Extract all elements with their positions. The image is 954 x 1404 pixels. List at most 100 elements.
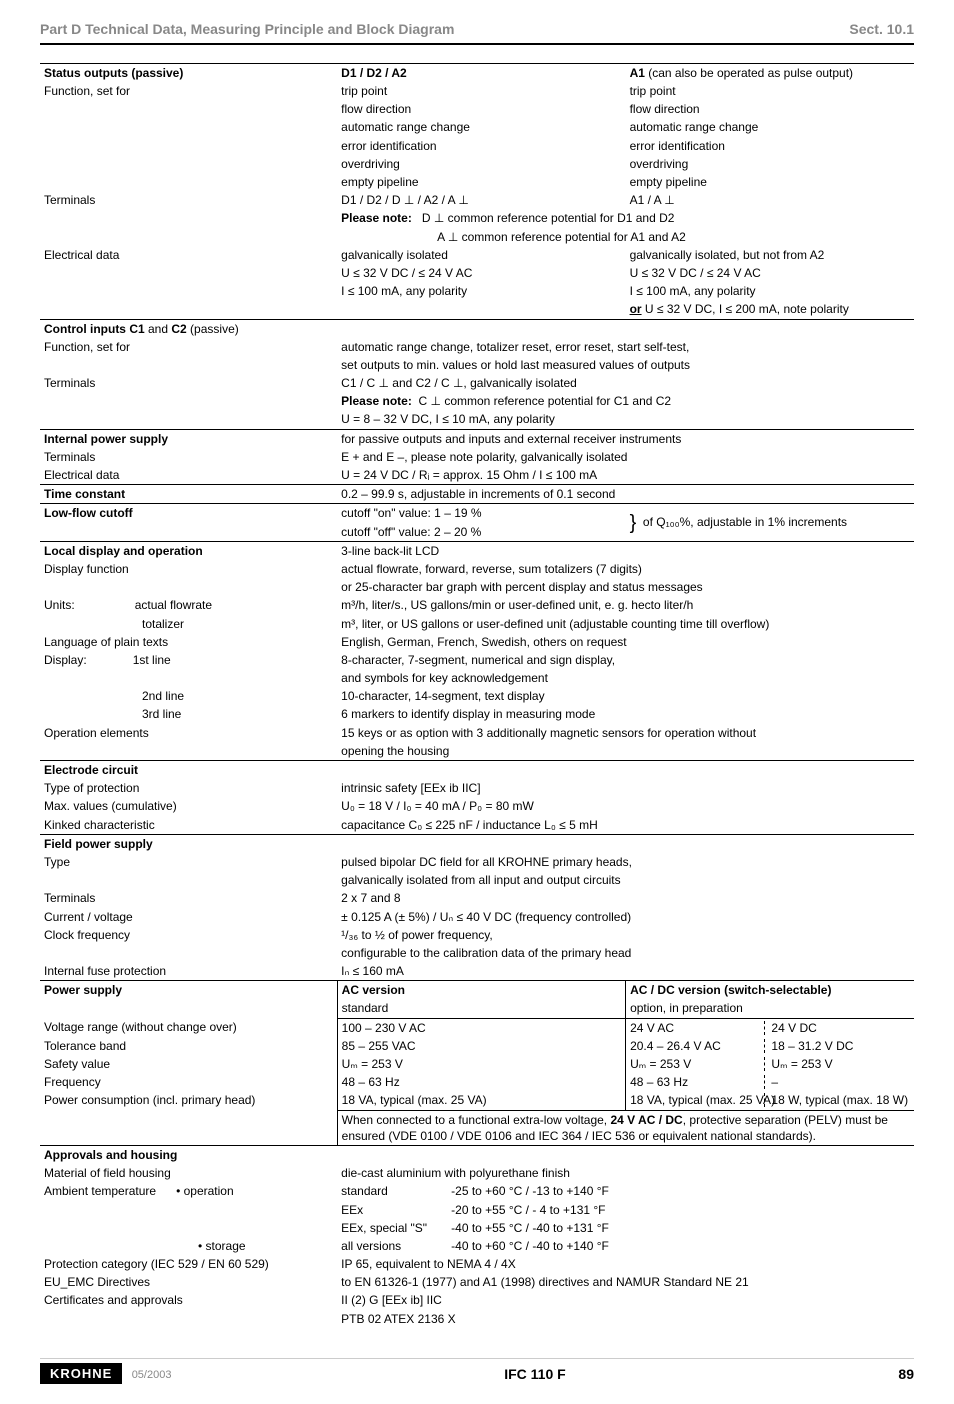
1st-line: 1st line [133,653,171,667]
ptb: PTB 02 ATEX 2136 X [337,1310,914,1328]
storage-bullet: • storage [40,1237,337,1255]
actual-flowrate-label: actual flowrate [135,598,212,612]
c-perp-ref: C ⊥ common reference potential for C1 an… [419,394,672,408]
85-255: 85 – 255 VAC [337,1037,625,1055]
option-prep: option, in preparation [626,999,914,1018]
electrical-data-2: Electrical data [40,466,337,485]
certs: Certificates and approvals [40,1291,337,1309]
header-left: Part D Technical Data, Measuring Princip… [40,20,454,39]
trip-point-2: trip point [626,82,914,100]
lang-plain: Language of plain texts [40,633,337,651]
um253-1: Uₘ = 253 V [337,1055,625,1073]
electrical-data-1: Electrical data [40,246,337,264]
overdriving-1: overdriving [337,155,625,173]
power-supply: Power supply [40,981,337,1000]
auto-range-1: automatic range change [337,118,625,136]
terminals-2: Terminals [40,374,337,392]
when-connected: When connected to a functional extra-low… [337,1110,914,1145]
eex-range: -20 to +55 °C / - 4 to +131 °F [451,1203,605,1217]
local-display: Local display and operation [40,541,337,560]
acdc-version: AC / DC version (switch-selectable) [626,981,914,1000]
or-label: or [630,302,642,316]
header-right: Sect. 10.1 [849,20,914,39]
configurable: configurable to the calibration data of … [337,944,914,962]
totalizer-label: totalizer [40,615,337,633]
page-header: Part D Technical Data, Measuring Princip… [40,20,914,45]
std-range: -25 to +60 °C / -13 to +140 °F [451,1184,609,1198]
48-63-1: 48 – 63 Hz [337,1073,625,1091]
tc-val: 0.2 – 99.9 s, adjustable in increments o… [337,485,914,504]
15keys: 15 keys or as option with 3 additionally… [337,724,914,742]
um253-2: Uₘ = 253 V [630,1056,764,1072]
ip65: IP 65, equivalent to NEMA 4 / 4X [337,1255,914,1273]
brace-icon: } [630,512,637,534]
overdriving-2: overdriving [626,155,914,173]
24vac: 24 V AC [630,1020,764,1036]
capacitance: capacitance C₀ ≤ 225 nF / inductance L₀ … [337,816,914,835]
please-note-2: Please note: [341,394,412,408]
18va-2: 18 VA, typical (max. 25 VA) [630,1092,764,1108]
safety-value: Safety value [40,1055,337,1073]
d1d2a2: D1 / D2 / A2 [337,63,625,82]
footer-model: IFC 110 F [504,1365,565,1384]
status-outputs-label: Status outputs (passive) [40,63,337,82]
all-v-range: -40 to +60 °C / -40 to +140 °F [451,1239,609,1253]
opening-housing: opening the housing [337,742,914,761]
max-values: Max. values (cumulative) [40,797,337,815]
q100: of Q₁₀₀%, adjustable in 1% increments [643,515,847,529]
galv-iso-not-a2: galvanically isolated, but not from A2 [626,246,914,264]
ambient-temp: Ambient temperature [44,1184,156,1198]
power-cons: Power consumption (incl. primary head) [40,1091,337,1110]
3line: 3-line back-lit LCD [337,541,914,560]
a1-aperp: A1 / A ⊥ [626,191,914,209]
standard-1: standard [337,999,625,1018]
136: ¹/₃₆ to ½ of power frequency, [337,926,914,944]
cutoff-off: cutoff "off" value: 2 – 20 % [337,523,625,542]
type-protection: Type of protection [40,779,337,797]
display-function: Display function [40,560,337,578]
field-ps: Field power supply [40,834,337,853]
u0: U₀ = 18 V / I₀ = 40 mA / P₀ = 80 mW [337,797,914,815]
operation-bullet: • operation [176,1184,234,1198]
error-id-1: error identification [337,137,625,155]
18va-1: 18 VA, typical (max. 25 VA) [337,1091,625,1110]
d-perp-ref: D ⊥ common reference potential for D1 an… [422,211,675,225]
actual-flowrate-fwd: actual flowrate, forward, reverse, sum t… [337,560,914,578]
footer-date: 05/2003 [132,1369,172,1381]
6markers: 6 markers to identify display in measuri… [337,705,914,723]
ii2g: II (2) G [EEx ib] IIC [337,1291,914,1309]
footer-page: 89 [898,1365,914,1384]
flow-dir-2: flow direction [626,100,914,118]
krohne-logo: KROHNE [40,1363,122,1384]
spec-table: Status outputs (passive) D1 / D2 / A2 A1… [40,63,914,1328]
u32-1: U ≤ 32 V DC / ≤ 24 V AC [337,264,625,282]
low-flow: Low-flow cutoff [40,504,337,523]
page-footer: KROHNE 05/2003 IFC 110 F 89 [40,1358,914,1384]
c1c2-perp: C1 / C ⊥ and C2 / C ⊥, galvanically isol… [337,374,914,392]
eex-s: EEx, special "S" [341,1220,451,1236]
time-constant: Time constant [40,485,337,504]
u32-2: U ≤ 32 V DC / ≤ 24 V AC [626,264,914,282]
m3h: m³/h, liter/s., US gallons/min or user-d… [337,596,914,614]
internal-ps: Internal power supply [40,429,337,448]
tolerance-band: Tolerance band [40,1037,337,1055]
op-elements: Operation elements [40,724,337,742]
cutoff-on: cutoff "on" value: 1 – 19 % [337,504,625,523]
flow-dir-1: flow direction [337,100,625,118]
protection-cat: Protection category (IEC 529 / EN 60 529… [40,1255,337,1273]
i100-2: I ≤ 100 mA, any polarity [626,282,914,300]
eu-emc: EU_EMC Directives [40,1273,337,1291]
type-label: Type [40,853,337,871]
24vdc: 24 V DC [764,1021,816,1035]
48-63-2: 48 – 63 Hz [630,1074,764,1090]
a-perp-ref: A ⊥ common reference potential for A1 an… [337,228,914,246]
kinked: Kinked characteristic [40,816,337,835]
function-set-for-2: Function, set for [40,338,337,356]
10char: 10-character, 14-segment, text display [337,687,914,705]
u24: U = 24 V DC / Rᵢ = approx. 15 Ohm / I ≤ … [337,466,914,485]
en61326: to EN 61326-1 (1977) and A1 (1998) direc… [337,1273,914,1291]
internal-fuse: Internal fuse protection [40,962,337,981]
all-versions-row: all versions-40 to +60 °C / -40 to +140 … [337,1237,914,1255]
approvals: Approvals and housing [40,1145,337,1164]
std-temp-row: standard-25 to +60 °C / -13 to +140 °F [337,1182,914,1200]
